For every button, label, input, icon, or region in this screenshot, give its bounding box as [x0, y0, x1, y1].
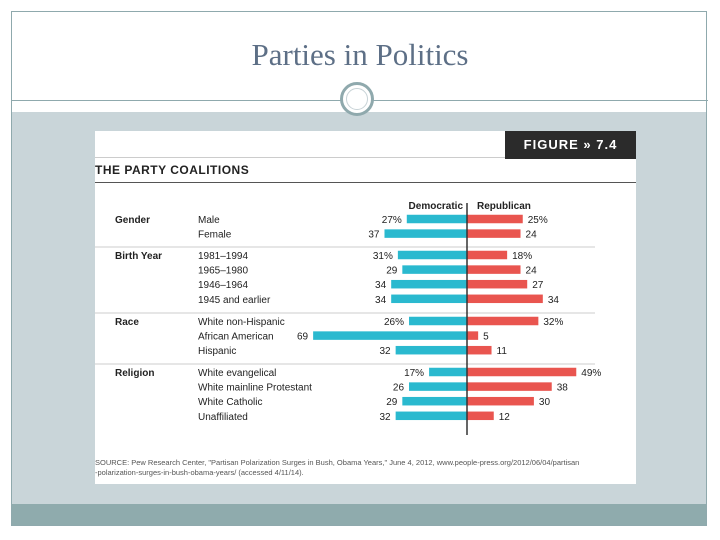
republican-value-label: 34 [548, 295, 560, 306]
slide-title: Parties in Politics [251, 37, 469, 72]
democratic-bar [409, 382, 467, 391]
republican-value-label: 18% [512, 251, 532, 262]
footer-band [12, 504, 706, 525]
republican-value-label: 24 [526, 266, 538, 277]
series-header-republican: Republican [477, 201, 531, 212]
democratic-value-label: 29 [386, 266, 398, 277]
democratic-bar [406, 214, 467, 224]
republican-bar [467, 250, 508, 260]
row-label: White Catholic [198, 397, 262, 408]
republican-value-label: 49% [581, 368, 601, 379]
row-label: White non-Hispanic [198, 317, 285, 328]
republican-bar [467, 411, 494, 421]
source-line-2: -polarization-surges-in-bush-obama-years… [95, 468, 304, 477]
row-label: Female [198, 230, 232, 241]
row-label: Male [198, 215, 220, 226]
republican-bar [467, 214, 523, 224]
figure-label: FIGURE » 7.4 [523, 137, 618, 152]
democratic-bar [384, 229, 467, 238]
figure-top-rule [95, 157, 505, 158]
democratic-value-label: 34 [375, 295, 387, 306]
row-label: 1981–1994 [198, 251, 248, 262]
row-label: Hispanic [198, 346, 236, 357]
row-label: African American [198, 332, 274, 343]
row-label: White mainline Protestant [198, 383, 312, 394]
republican-bar [467, 382, 552, 391]
row-label: 1945 and earlier [198, 295, 271, 306]
group-label: Religion [115, 368, 154, 379]
democratic-bar [395, 411, 467, 421]
democratic-bar [395, 345, 467, 355]
democratic-value-label: 26% [384, 317, 404, 328]
democratic-bar [313, 331, 467, 340]
democratic-value-label: 27% [382, 215, 402, 226]
row-label: Unaffiliated [198, 412, 248, 423]
republican-value-label: 38 [557, 383, 569, 394]
row-label: 1946–1964 [198, 280, 248, 291]
slide-frame [11, 11, 707, 526]
row-label: 1965–1980 [198, 266, 248, 277]
figure-label-box [505, 131, 636, 159]
republican-bar [467, 367, 577, 377]
republican-value-label: 32% [543, 317, 563, 328]
republican-value-label: 11 [497, 346, 508, 357]
democratic-bar [391, 279, 467, 289]
democratic-value-label: 37 [368, 230, 380, 241]
republican-bar [467, 316, 539, 326]
group-label: Gender [115, 215, 150, 226]
chart-title: THE PARTY COALITIONS [95, 163, 250, 177]
figure-panel: FIGURE » 7.4 THE PARTY COALITIONS Democr… [95, 131, 636, 484]
republican-value-label: 24 [526, 230, 538, 241]
democratic-bar [402, 265, 467, 274]
republican-value-label: 25% [528, 215, 548, 226]
republican-value-label: 12 [499, 412, 511, 423]
democratic-bar [402, 396, 467, 406]
source-note: SOURCE: Pew Research Center, "Partisan P… [95, 458, 636, 478]
divider-circle-ornament [340, 82, 374, 116]
republican-bar [467, 345, 492, 355]
democratic-bar [429, 367, 467, 377]
democratic-value-label: 31% [373, 251, 393, 262]
republican-value-label: 30 [539, 397, 551, 408]
group-label: Birth Year [115, 251, 162, 262]
republican-bar [467, 265, 521, 274]
democratic-value-label: 69 [297, 332, 309, 343]
row-label: White evangelical [198, 368, 276, 379]
republican-bar [467, 294, 543, 304]
democratic-bar [409, 316, 467, 326]
democratic-bar [391, 294, 467, 304]
democratic-value-label: 32 [380, 412, 392, 423]
democratic-value-label: 17% [404, 368, 424, 379]
republican-value-label: 27 [532, 280, 544, 291]
group-label: Race [115, 317, 139, 328]
series-header-democratic: Democratic [409, 201, 464, 212]
republican-bar [467, 229, 521, 238]
democratic-value-label: 29 [386, 397, 398, 408]
source-line-1: SOURCE: Pew Research Center, "Partisan P… [95, 458, 580, 467]
chart-title-rule [95, 182, 636, 183]
republican-bar [467, 279, 528, 289]
party-coalitions-chart: Democratic Republican Gender Male 27% 25% Fema… [95, 201, 601, 435]
democratic-value-label: 32 [380, 346, 392, 357]
democratic-bar [397, 250, 467, 260]
republican-value-label: 5 [483, 332, 489, 343]
republican-bar [467, 331, 479, 340]
republican-bar [467, 396, 534, 406]
democratic-value-label: 26 [393, 383, 405, 394]
democratic-value-label: 34 [375, 280, 387, 291]
